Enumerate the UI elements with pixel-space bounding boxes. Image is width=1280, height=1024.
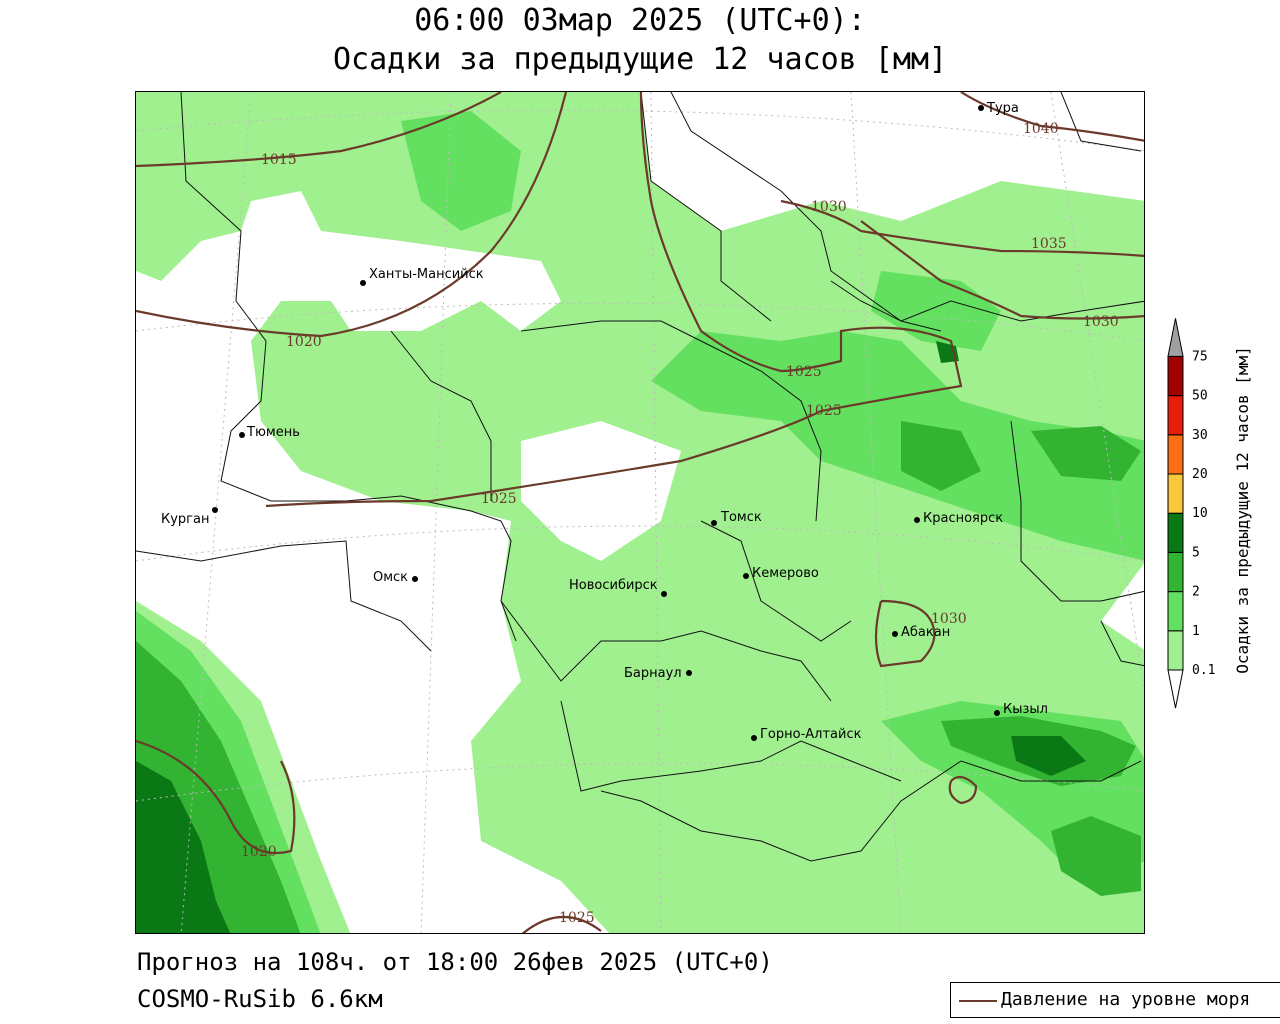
colorbar-swatch [1167,591,1184,632]
pressure-legend: Давление на уровне моря [950,982,1280,1018]
city-omsk: Омск [373,570,418,585]
svg-text:Барнаул: Барнаул [624,666,682,681]
city-tomsk: Томск [711,510,762,526]
svg-text:Кемерово: Кемерово [752,566,819,581]
colorbar-tick-label: 10 [1192,506,1208,521]
city-tura: Тура [978,101,1019,116]
city-krasnoyarsk: Красноярск [914,511,1003,526]
svg-text:Курган: Курган [161,512,209,527]
precipitation-map: 1015 1020 1025 1025 1025 1030 1030 1030 … [135,91,1145,934]
colorbar-tick-label: 30 [1192,428,1208,443]
colorbar-tick-label: 5 [1192,545,1200,560]
svg-text:Красноярск: Красноярск [923,511,1003,526]
isobars [136,92,1144,933]
colorbar-under-triangle [1167,669,1184,709]
colorbar-swatch [1167,630,1184,671]
map-title-variable: Осадки за предыдущие 12 часов [мм] [332,42,948,77]
svg-text:Абакан: Абакан [901,625,950,640]
map-title-time: 06:00 03мар 2025 (UTC+0): [414,3,866,38]
svg-text:Ханты-Мансийск: Ханты-Мансийск [369,267,484,282]
colorbar-over-triangle [1167,318,1184,357]
isobar-label: 1015 [261,152,297,168]
isobar-label: 1040 [1023,121,1059,137]
city-kyzyl: Кызыл [994,702,1048,717]
isobar-label: 1025 [559,910,595,926]
colorbar-swatch [1167,395,1184,436]
city-kurgan: Курган [161,507,218,527]
colorbar-tick-label: 0.1 [1192,663,1215,678]
city-abakan: Абакан [892,625,950,640]
city-tyumen: Тюмень [239,425,300,440]
svg-text:Омск: Омск [373,570,408,585]
city-khanty-mansiysk: Ханты-Мансийск [360,267,484,286]
colorbar-swatch [1167,355,1184,397]
colorbar-swatch [1167,551,1184,593]
map-canvas: 1015 1020 1025 1025 1025 1030 1030 1030 … [136,92,1144,933]
city-barnaul: Барнаул [624,666,692,681]
colorbar-swatch [1167,434,1184,475]
colorbar-tick-label: 75 [1192,349,1208,364]
colorbar-tick-label: 1 [1192,624,1200,639]
svg-text:Тюмень: Тюмень [246,425,300,440]
colorbar-tick-label: 20 [1192,467,1208,482]
svg-text:Горно-Алтайск: Горно-Алтайск [760,727,862,742]
colorbar-tick-label: 2 [1192,585,1200,600]
pressure-legend-label: Давление на уровне моря [1001,989,1251,1010]
model-name: COSMO-RuSib 6.6км [137,985,383,1013]
cities: Тура Ханты-Мансийск Тюмень Курган Омск Н… [161,101,1048,742]
city-kemerovo: Кемерово [743,566,819,581]
isobar-labels: 1015 1020 1025 1025 1025 1030 1030 1030 … [241,121,1119,926]
isobar-label: 1020 [286,334,322,350]
svg-text:Новосибирск: Новосибирск [569,578,658,593]
precip-colorbar: 0.1 1 2 5 10 20 30 50 75 [1160,312,1280,712]
isobar-label: 1030 [1083,314,1119,330]
colorbar-title: Осадки за предыдущие 12 часов [мм] [1233,346,1252,674]
isobar-line-swatch [959,1000,997,1002]
isobar-label: 1020 [241,844,277,860]
isobar-label: 1030 [811,199,847,215]
city-novosibirsk: Новосибирск [569,578,667,597]
precip-shading [136,92,1144,933]
isobar-label: 1030 [931,611,967,627]
admin-borders [136,92,1144,862]
colorbar-swatch [1167,473,1184,514]
city-gorno-altaysk: Горно-Алтайск [751,727,862,742]
colorbar-svg: 0.1 1 2 5 10 20 30 50 75 [1167,318,1215,709]
colorbar-swatch [1167,512,1184,553]
svg-text:Кызыл: Кызыл [1003,702,1048,717]
svg-text:Тура: Тура [986,101,1019,116]
svg-text:Томск: Томск [720,510,762,525]
isobar-label: 1025 [786,364,822,380]
isobar-label: 1025 [481,491,517,507]
forecast-info: Прогноз на 108ч. от 18:00 26фев 2025 (UT… [137,948,773,976]
isobar-label: 1025 [806,403,842,419]
colorbar-tick-label: 50 [1192,389,1208,404]
isobar-label: 1035 [1031,236,1067,252]
